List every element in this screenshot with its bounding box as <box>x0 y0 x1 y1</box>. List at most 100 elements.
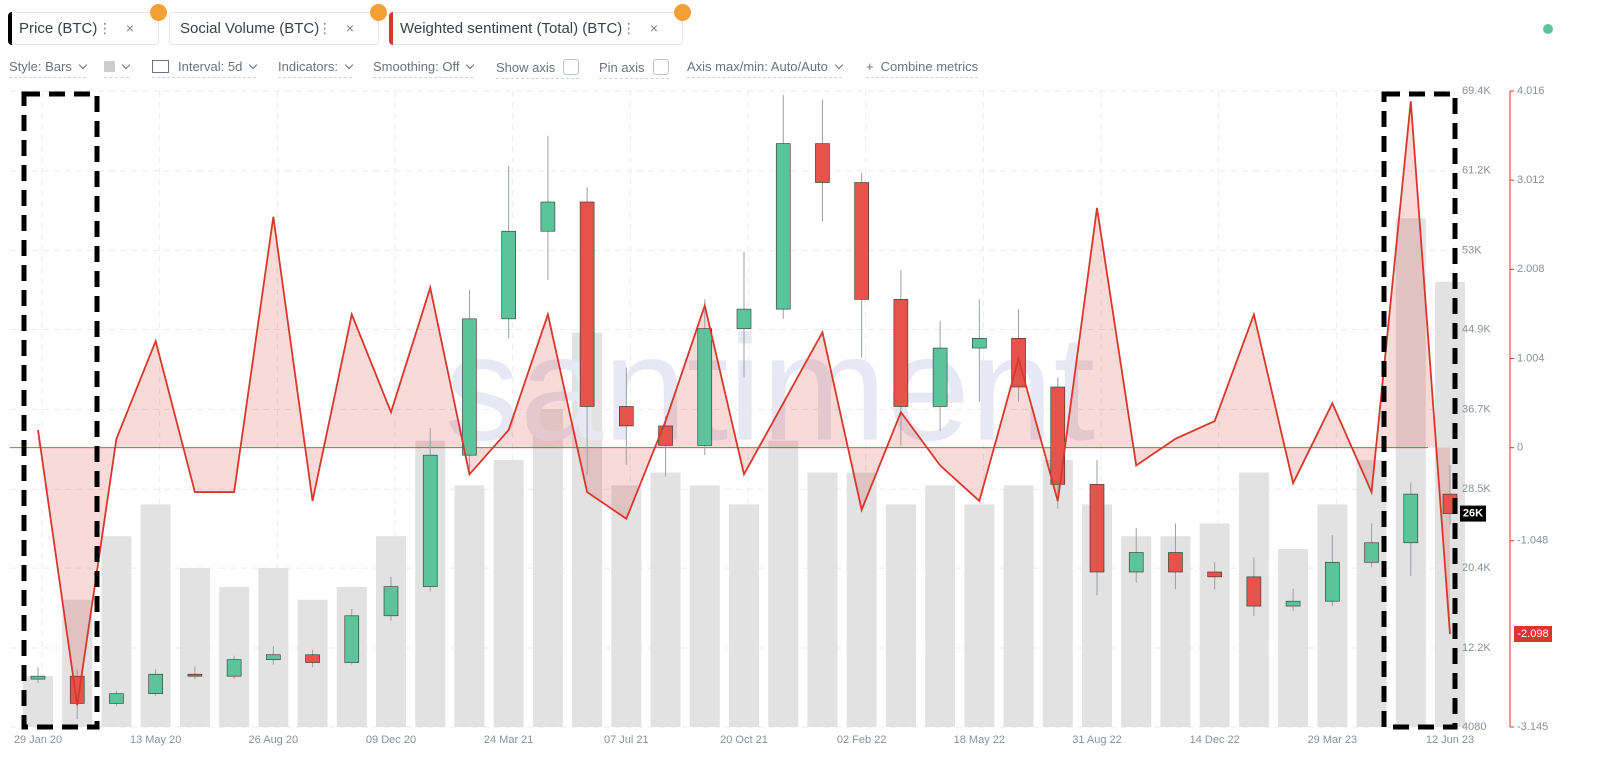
last-price-badge <box>1460 505 1486 522</box>
tab-label: Price (BTC) <box>19 20 98 37</box>
x-tick-label: 20 Oct 21 <box>720 734 768 746</box>
candle-body <box>109 693 124 704</box>
volume-bar <box>807 472 838 727</box>
candle-body <box>383 586 399 617</box>
candle-body <box>266 654 281 660</box>
y2-tick-label: 2.008 <box>1517 263 1545 275</box>
candle-body <box>1285 600 1301 607</box>
last-value-badge <box>1514 626 1552 643</box>
candle-body <box>619 406 634 427</box>
x-tick-label: 29 Jan 20 <box>14 734 62 746</box>
candle-body <box>1168 552 1183 573</box>
candle-body <box>1364 542 1379 563</box>
candle-body <box>148 673 163 695</box>
volume-bar <box>768 440 799 727</box>
coin-icon <box>370 4 387 21</box>
tab-controls[interactable]: ⋮× <box>621 20 672 36</box>
volume-bar <box>1003 485 1034 727</box>
tab-color <box>389 12 393 45</box>
candle-body <box>501 230 516 320</box>
ruler-icon <box>152 60 169 73</box>
y2-tick-label: -1.048 <box>1517 535 1548 547</box>
metric-tab[interactable]: Social Volume (BTC) ⋮× <box>169 4 387 45</box>
candle-body <box>1089 484 1105 573</box>
x-tick-label: 07 Jul 21 <box>604 734 649 746</box>
volume-bar <box>179 568 210 727</box>
candle-body <box>1325 561 1340 602</box>
candle-body <box>932 347 948 407</box>
candle-body <box>226 659 242 677</box>
tool-label: Smoothing: Off <box>373 59 460 74</box>
last-price-label: 26K <box>1463 507 1483 519</box>
candle-body <box>893 299 909 407</box>
watermark: santiment <box>445 304 1095 472</box>
x-tick-label: 31 Aug 22 <box>1072 734 1122 746</box>
volume-bar <box>532 409 563 727</box>
plus-icon: + <box>866 59 874 74</box>
coin-icon <box>150 4 167 21</box>
x-tick-label: 24 Mar 21 <box>484 734 534 746</box>
volume-bar <box>689 485 720 727</box>
volume-bar <box>1395 218 1426 727</box>
smoothing-select[interactable]: Smoothing: Off <box>373 59 475 78</box>
metric-tab[interactable]: Weighted sentiment (Total) (BTC) ⋮× <box>389 4 691 45</box>
show-axis[interactable]: Show axis <box>496 59 580 79</box>
tool-label: Show axis <box>496 60 556 75</box>
volume-bar <box>885 504 916 727</box>
pin-axis[interactable]: Pin axis <box>599 59 669 79</box>
metric-tab[interactable]: Price (BTC) ⋮× <box>8 4 167 45</box>
tab-label: Weighted sentiment (Total) (BTC) <box>400 20 623 37</box>
interval-select[interactable]: Interval: 5d <box>152 59 258 78</box>
candle-body <box>1246 576 1262 607</box>
candle-body <box>736 308 752 329</box>
candle-body <box>697 328 713 446</box>
highlight-box <box>21 91 100 730</box>
y2-tick-label: 4.016 <box>1517 85 1545 97</box>
volume-bar <box>1199 523 1230 727</box>
volume-bar <box>454 485 485 727</box>
tool-label: Pin axis <box>599 60 645 75</box>
volume-bar <box>925 485 956 727</box>
candle-body <box>1128 552 1144 573</box>
x-tick-label: 29 Mar 23 <box>1308 734 1358 746</box>
sentiment-line <box>37 101 1451 706</box>
style-select[interactable]: Style: Bars <box>9 59 88 78</box>
sentiment-area <box>38 101 1450 706</box>
combine-metrics[interactable]: + Combine metrics <box>866 59 979 78</box>
x-tick-label: 02 Feb 22 <box>837 734 887 746</box>
tool-label: Interval: 5d <box>178 59 243 74</box>
candle-body <box>540 201 556 232</box>
axis-minmax[interactable]: Axis max/min: Auto/Auto <box>687 59 844 78</box>
tool-label: Indicators: <box>278 59 338 74</box>
tab-label: Social Volume (BTC) <box>180 20 320 37</box>
color-select[interactable] <box>104 59 131 78</box>
coin-icon <box>674 4 691 21</box>
y-tick-label: 53K <box>1462 245 1482 257</box>
candle-body <box>1403 493 1419 544</box>
indicators-select[interactable]: Indicators: <box>278 59 354 78</box>
x-tick-label: 09 Dec 20 <box>366 734 416 746</box>
candle-body <box>815 143 830 183</box>
highlight-box <box>1381 91 1458 730</box>
color-swatch <box>104 61 115 72</box>
candle-body <box>658 425 673 446</box>
candle-body <box>462 318 477 456</box>
candle-body <box>344 615 360 663</box>
tab-controls[interactable]: ⋮× <box>317 20 368 36</box>
y-tick-label: 44.9K <box>1462 323 1491 335</box>
y-tick-label: 12.2K <box>1462 642 1491 654</box>
tab-controls[interactable]: ⋮× <box>97 20 148 36</box>
candle-body <box>422 454 438 587</box>
tool-label: Combine metrics <box>880 59 979 74</box>
candle-body <box>187 673 203 677</box>
candle-body <box>1050 386 1066 485</box>
volume-bar <box>650 472 681 727</box>
candle-body <box>972 338 987 349</box>
volume-bar <box>611 485 642 727</box>
x-tick-label: 26 Aug 20 <box>249 734 299 746</box>
candle-body <box>579 201 595 407</box>
candle-body <box>775 143 791 310</box>
volume-bar <box>493 459 524 727</box>
